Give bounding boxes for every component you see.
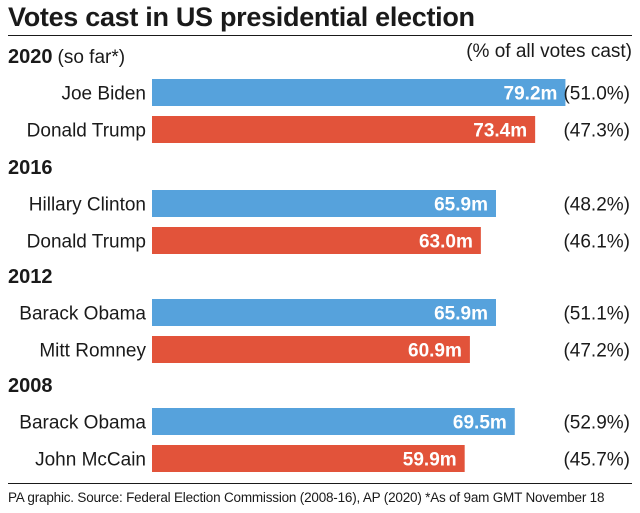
year-label-2020: 2020 (so far*) (8, 46, 125, 68)
share-label-joe-biden-2020: (51.0%) (563, 84, 630, 105)
bar-barack-obama-2008 (152, 408, 515, 435)
share-label-barack-obama-2008: (52.9%) (563, 413, 630, 434)
source-footer: PA graphic. Source: Federal Election Com… (8, 490, 605, 505)
value-label-donald-trump-2016: 63.0m (419, 232, 473, 253)
bar-donald-trump-2020 (152, 116, 536, 143)
value-label-mitt-romney-2012: 60.9m (408, 341, 462, 362)
share-label-donald-trump-2016: (46.1%) (563, 232, 630, 253)
value-label-hillary-clinton-2016: 65.9m (434, 195, 488, 216)
share-label-donald-trump-2020: (47.3%) (563, 121, 630, 142)
bar-barack-obama-2012 (152, 299, 496, 326)
candidate-label-donald-trump-2020: Donald Trump (27, 121, 146, 142)
share-label-mitt-romney-2012: (47.2%) (563, 341, 630, 362)
year-label-2012: 2012 (8, 266, 53, 288)
value-label-barack-obama-2012: 65.9m (434, 304, 488, 325)
candidate-label-donald-trump-2016: Donald Trump (27, 232, 146, 253)
year-label-2008: 2008 (8, 375, 53, 397)
year-label-2016: 2016 (8, 157, 53, 179)
footer-divider (8, 483, 632, 484)
value-label-donald-trump-2020: 73.4m (473, 121, 527, 142)
candidate-label-barack-obama-2008: Barack Obama (19, 413, 146, 434)
bar-donald-trump-2016 (152, 227, 481, 254)
value-label-joe-biden-2020: 79.2m (504, 84, 558, 105)
bar-john-mccain-2008 (152, 445, 465, 472)
chart-title: Votes cast in US presidential election (8, 2, 475, 32)
share-label-barack-obama-2012: (51.1%) (563, 304, 630, 325)
candidate-label-hillary-clinton-2016: Hillary Clinton (29, 195, 146, 216)
value-label-barack-obama-2008: 69.5m (453, 413, 507, 434)
unit-label: (% of all votes cast) (466, 41, 632, 62)
candidate-label-mitt-romney-2012: Mitt Romney (39, 341, 146, 362)
value-label-john-mccain-2008: 59.9m (403, 450, 457, 471)
bar-joe-biden-2020 (152, 79, 566, 106)
bar-hillary-clinton-2016 (152, 190, 496, 217)
candidate-label-joe-biden-2020: Joe Biden (61, 84, 146, 105)
share-label-hillary-clinton-2016: (48.2%) (563, 195, 630, 216)
bar-mitt-romney-2012 (152, 336, 470, 363)
share-label-john-mccain-2008: (45.7%) (563, 450, 630, 471)
candidate-label-john-mccain-2008: John McCain (35, 450, 146, 471)
candidate-label-barack-obama-2012: Barack Obama (19, 304, 146, 325)
title-divider (8, 35, 632, 36)
